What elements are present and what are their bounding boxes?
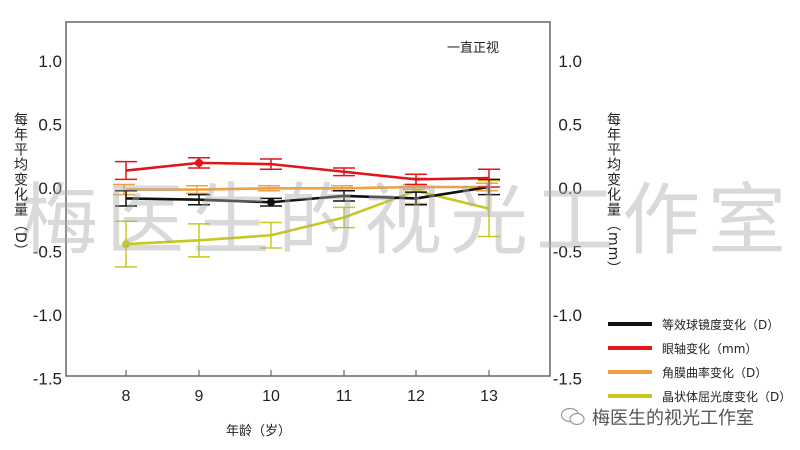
legend: 等效球镜度变化（D） 眼轴变化（mm） 角膜曲率变化（D） 晶状体屈光度变化（D… xyxy=(608,312,791,408)
legend-swatch-yellow xyxy=(608,394,652,398)
x-axis-label: 年龄（岁） xyxy=(226,424,292,439)
legend-swatch-orange xyxy=(608,370,652,374)
x-tick-label: 10 xyxy=(262,388,280,405)
legend-label: 晶状体屈光度变化（D） xyxy=(662,389,792,404)
y-tick-label: 0.5 xyxy=(38,116,62,135)
y-tick-label: 1.0 xyxy=(558,52,582,71)
x-tick-label: 9 xyxy=(195,388,204,405)
legend-label: 等效球镜度变化（D） xyxy=(662,317,780,332)
legend-item-se: 等效球镜度变化（D） xyxy=(608,312,791,336)
legend-label: 角膜曲率变化（D） xyxy=(662,365,768,380)
series-2 xyxy=(113,182,498,196)
legend-label: 眼轴变化（mm） xyxy=(662,341,758,356)
y-tick-label: 0.0 xyxy=(38,179,62,198)
legend-item-axial: 眼轴变化（mm） xyxy=(608,336,791,360)
y-tick-label: -0.5 xyxy=(33,243,62,262)
x-tick-label: 12 xyxy=(407,388,425,405)
y-tick-label: 0.0 xyxy=(558,179,582,198)
legend-item-cornea: 角膜曲率变化（D） xyxy=(608,360,791,384)
y-tick-label: 1.0 xyxy=(38,52,62,71)
y-tick-label: -1.5 xyxy=(553,370,582,389)
footer-brand-text: 梅医生的视光工作室 xyxy=(592,408,754,429)
series-0 xyxy=(115,178,500,207)
data-point-marker xyxy=(267,198,275,207)
y-tick-label: 0.5 xyxy=(558,116,582,135)
y-tick-label: -1.0 xyxy=(33,306,62,325)
wechat-icon xyxy=(560,407,585,426)
data-point-marker xyxy=(195,158,203,167)
legend-swatch-red xyxy=(608,346,652,350)
footer-brand: 梅医生的视光工作室 xyxy=(560,404,754,430)
y-tick-label: -1.0 xyxy=(553,306,582,325)
x-tick-label: 13 xyxy=(480,388,498,405)
y-axis-right-label: 每年平均变化量（mm） xyxy=(605,112,621,277)
legend-item-lens: 晶状体屈光度变化（D） xyxy=(608,384,791,408)
y-tick-label: -1.5 xyxy=(33,370,62,389)
y-tick-label: -0.5 xyxy=(553,243,582,262)
y-axis-left: 1.0 0.5 0.0 -0.5 -1.0 -1.5 xyxy=(33,52,62,389)
series-1 xyxy=(115,157,500,188)
series-group xyxy=(113,157,500,268)
x-tick-label: 8 xyxy=(122,388,131,405)
y-axis-left-label: 每年平均变化量（D） xyxy=(12,112,28,259)
chart-annotation: 一直正视 xyxy=(447,41,500,56)
series-3 xyxy=(115,177,500,268)
x-tick-label: 11 xyxy=(336,388,353,405)
y-axis-right: 1.0 0.5 0.0 -0.5 -1.0 -1.5 xyxy=(553,52,582,389)
x-axis: 8 9 10 11 12 13 xyxy=(122,370,498,405)
legend-swatch-black xyxy=(608,322,652,326)
data-point-marker xyxy=(122,240,130,249)
plot-frame xyxy=(65,21,551,377)
